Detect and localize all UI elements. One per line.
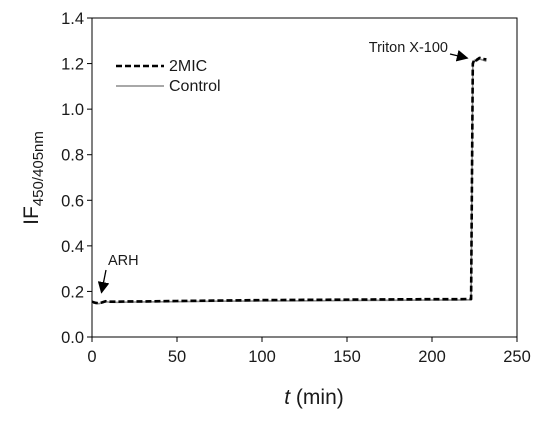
x-axis-label: t (min) [284,386,344,409]
x-tick-label: 150 [333,348,361,366]
x-tick-label: 250 [503,348,531,366]
y-tick-label: 0.6 [61,192,84,210]
annotation-label-triton: Triton X-100 [369,40,448,56]
y-tick-label: 0.2 [61,283,84,301]
series-line-2mic [91,56,487,305]
plot-area [91,17,518,338]
legend: 2MIC Control [116,58,221,95]
x-tick-label: 0 [87,348,96,366]
x-ticks: 0 50 100 150 200 250 [87,337,531,366]
y-tick-label: 0.4 [61,238,84,256]
annotation-label-arh: ARH [108,253,139,269]
x-tick-label: 200 [418,348,446,366]
annotation-arrow-triton [449,50,469,62]
y-axis-label: IF450/405nm [20,131,47,225]
series-layer [91,56,487,305]
legend-label-2mic: 2MIC [169,58,207,75]
y-tick-label: 1.4 [61,10,84,28]
series-line-control [91,58,487,305]
axes [91,17,518,338]
y-tick-label: 1.0 [61,101,84,119]
annotation-layer: ARH Triton X-100 [97,40,469,294]
annotation-arrow-arh [97,269,110,294]
y-tick-label: 1.2 [61,56,84,74]
x-tick-label: 100 [248,348,276,366]
y-ticks: 0.0 0.2 0.4 0.6 0.8 1.0 1.2 1.4 [61,10,92,347]
y-tick-label: 0.0 [61,329,84,347]
y-tick-label: 0.8 [61,147,84,165]
x-tick-label: 50 [168,348,186,366]
legend-label-control: Control [169,78,221,95]
